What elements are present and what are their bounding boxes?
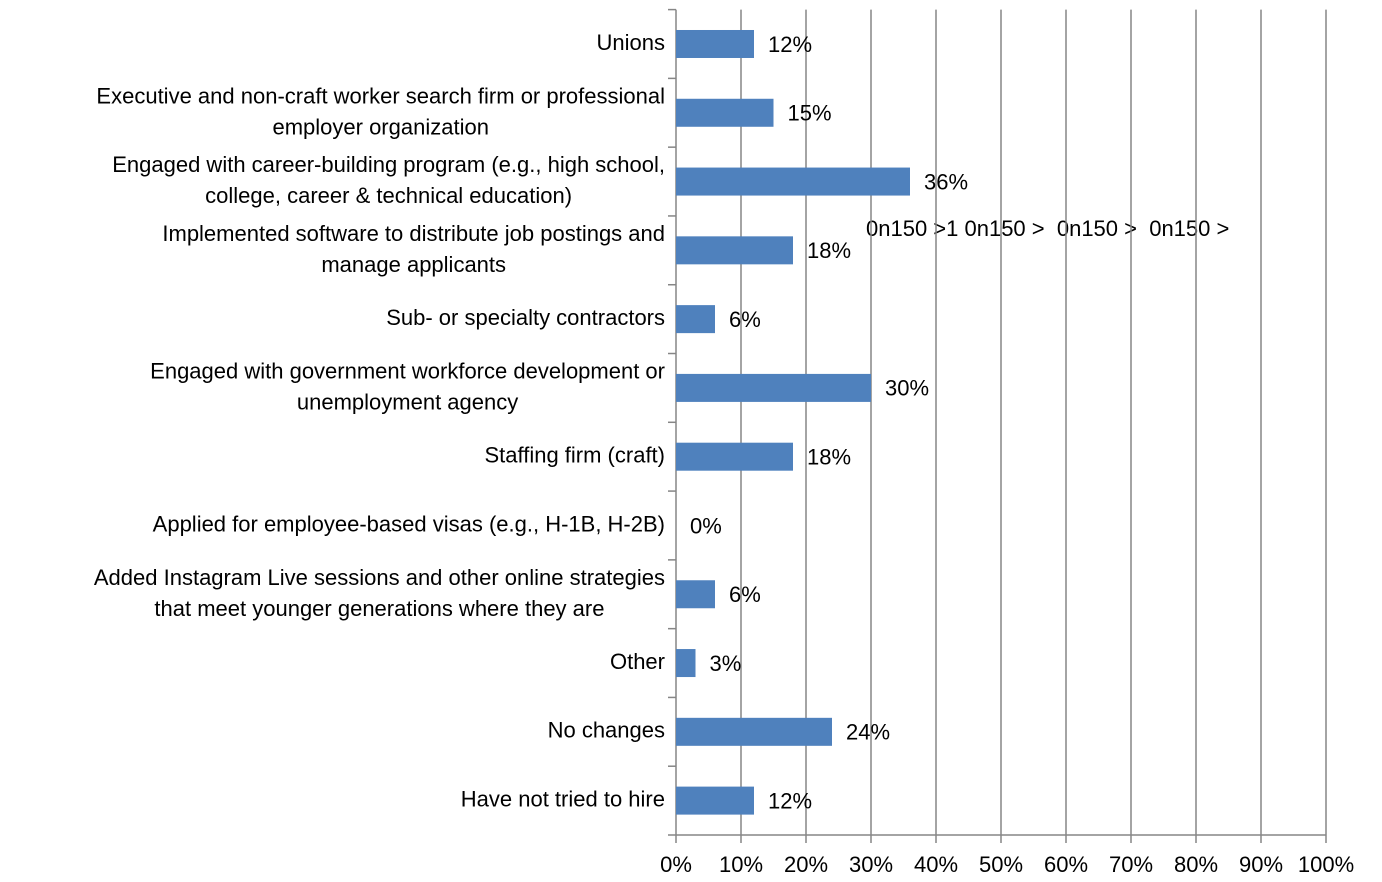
- bar: [676, 649, 696, 678]
- x-tick-label: 70%: [1109, 852, 1153, 877]
- y-tick-label: Executive and non-craft worker search fi…: [96, 83, 665, 139]
- x-tick-label: 60%: [1044, 852, 1088, 877]
- x-tick-label: 80%: [1174, 852, 1218, 877]
- x-tick-label: 100%: [1298, 852, 1354, 877]
- y-tick-label: Added Instagram Live sessions and other …: [94, 565, 665, 621]
- bar: [676, 98, 774, 127]
- annotation: 0n150 >1 0n150 > 0n150 > 0n150 >: [866, 216, 1229, 241]
- data-label: 12%: [768, 32, 812, 57]
- bar: [676, 236, 793, 265]
- data-label: 24%: [846, 720, 890, 745]
- x-tick-label: 10%: [719, 852, 763, 877]
- y-tick-label: Engaged with government workforce develo…: [150, 358, 665, 414]
- data-label: 18%: [807, 445, 851, 470]
- data-label: 18%: [807, 238, 851, 263]
- y-tick-label: Staffing firm (craft): [484, 443, 665, 468]
- y-tick-label: Other: [610, 649, 665, 674]
- bar: [676, 580, 715, 609]
- x-tick-label: 20%: [784, 852, 828, 877]
- data-label: 6%: [729, 307, 761, 332]
- data-label: 0%: [690, 513, 722, 538]
- y-tick-label: Unions: [597, 30, 665, 55]
- x-tick-label: 40%: [914, 852, 958, 877]
- data-label: 6%: [729, 582, 761, 607]
- y-tick-label: Implemented software to distribute job p…: [162, 221, 665, 277]
- x-tick-label: 90%: [1239, 852, 1283, 877]
- bar: [676, 442, 793, 471]
- bar: [676, 305, 715, 334]
- y-tick-label: Sub- or specialty contractors: [386, 305, 665, 330]
- y-tick-label: Have not tried to hire: [461, 786, 665, 811]
- bar: [676, 29, 754, 58]
- x-tick-label: 50%: [979, 852, 1023, 877]
- y-tick-label: No changes: [548, 718, 665, 743]
- data-label: 12%: [768, 788, 812, 813]
- y-tick-label: Engaged with career-building program (e.…: [112, 152, 665, 208]
- x-tick-label: 30%: [849, 852, 893, 877]
- y-tick-label: Applied for employee-based visas (e.g., …: [153, 511, 665, 536]
- bar: [676, 786, 754, 815]
- data-label: 36%: [924, 169, 968, 194]
- data-label: 3%: [710, 651, 742, 676]
- x-tick-label: 0%: [660, 852, 692, 877]
- bar: [676, 373, 871, 402]
- data-label: 15%: [788, 101, 832, 126]
- data-label: 30%: [885, 376, 929, 401]
- bar: [676, 167, 910, 196]
- bar: [676, 717, 832, 746]
